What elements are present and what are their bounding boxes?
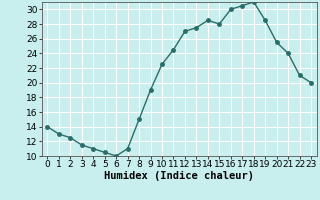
X-axis label: Humidex (Indice chaleur): Humidex (Indice chaleur) (104, 171, 254, 181)
